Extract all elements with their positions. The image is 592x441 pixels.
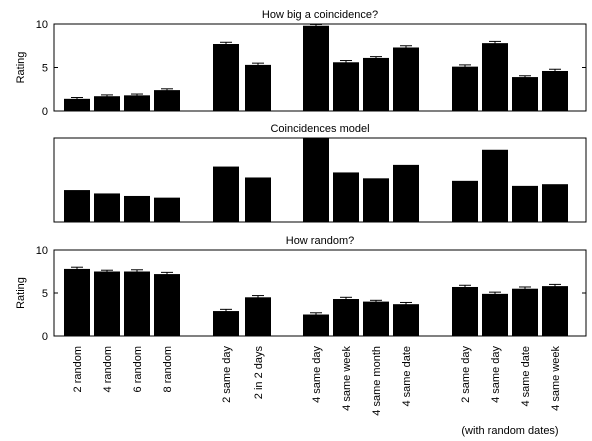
x-tick-label: 4 same day	[490, 346, 502, 403]
x-tick-label: 4 same date	[401, 346, 413, 407]
bar-how-big-a-coincidence-0-0	[64, 98, 90, 111]
bar-coincidences-model-1-1	[245, 177, 271, 222]
x-tick-label: 6 random	[132, 346, 144, 392]
bar-coincidences-model-3-1	[482, 149, 508, 222]
y-axis-label-how-random: Rating	[15, 277, 27, 309]
bar-how-big-a-coincidence-2-1	[333, 62, 359, 111]
bar-how-big-a-coincidence-1-0	[213, 44, 239, 112]
x-tick-label: 4 random	[102, 346, 114, 392]
bar-how-big-a-coincidence-0-2	[124, 95, 150, 111]
bar-how-big-a-coincidence-3-0	[452, 66, 478, 111]
bar-coincidences-model-3-0	[452, 180, 478, 222]
x-tick-label: 4 same month	[371, 346, 383, 416]
x-tick-label: 2 same day	[221, 346, 233, 403]
bar-how-random-3-1	[482, 293, 508, 336]
bar-how-big-a-coincidence-0-1	[94, 96, 120, 111]
bar-coincidences-model-2-1	[333, 172, 359, 222]
bar-coincidences-model-1-0	[213, 166, 239, 222]
bar-how-big-a-coincidence-3-1	[482, 43, 508, 111]
x-tick-label: 4 same day	[311, 346, 323, 403]
bar-how-big-a-coincidence-2-0	[303, 25, 329, 112]
x-tick-label: 4 same week	[550, 346, 562, 411]
bar-coincidences-model-0-1	[94, 193, 120, 222]
bar-how-random-3-2	[512, 288, 538, 336]
bar-coincidences-model-3-3	[542, 184, 568, 222]
y-tick-label-how-big-a-coincidence: 10	[36, 19, 48, 31]
bar-how-big-a-coincidence-1-1	[245, 64, 271, 111]
bar-how-random-0-3	[154, 274, 180, 336]
bar-coincidences-model-3-2	[512, 185, 538, 222]
panel-title-coincidences-model: Coincidences model	[270, 123, 369, 135]
bar-how-random-1-0	[213, 311, 239, 336]
x-tick-label: 2 random	[72, 346, 84, 392]
bar-how-random-2-0	[303, 314, 329, 336]
bar-coincidences-model-2-3	[393, 164, 419, 222]
x-tick-label: 4 same week	[341, 346, 353, 411]
bar-coincidences-model-0-2	[124, 195, 150, 222]
bar-how-random-3-0	[452, 286, 478, 336]
x-tick-label: 4 same date	[520, 346, 532, 407]
y-tick-label-how-random: 10	[36, 245, 48, 257]
x-tick-label: 2 in 2 days	[253, 346, 265, 400]
x-tick-label: 8 random	[162, 346, 174, 392]
bar-coincidences-model-2-0	[303, 138, 329, 222]
x-group-note: (with random dates)	[461, 425, 558, 437]
y-axis-label-how-big-a-coincidence: Rating	[15, 52, 27, 84]
bar-how-big-a-coincidence-2-2	[363, 57, 389, 111]
bar-how-random-0-0	[64, 268, 90, 336]
panel-title-how-big-a-coincidence: How big a coincidence?	[262, 9, 378, 21]
bar-how-random-2-2	[363, 301, 389, 336]
bar-how-random-2-1	[333, 299, 359, 336]
y-tick-label-how-random: 5	[42, 288, 48, 300]
y-tick-label-how-big-a-coincidence: 0	[42, 106, 48, 118]
bar-coincidences-model-2-2	[363, 178, 389, 222]
bar-how-big-a-coincidence-2-3	[393, 47, 419, 111]
bar-how-random-0-2	[124, 271, 150, 336]
bar-how-big-a-coincidence-0-3	[154, 90, 180, 111]
bar-coincidences-model-0-3	[154, 197, 180, 222]
bar-how-random-1-1	[245, 297, 271, 336]
bar-how-random-3-3	[542, 286, 568, 336]
y-tick-label-how-big-a-coincidence: 5	[42, 63, 48, 75]
x-tick-label: 2 same day	[460, 346, 472, 403]
bar-how-big-a-coincidence-3-3	[542, 70, 568, 111]
y-tick-label-how-random: 0	[42, 331, 48, 343]
bar-how-random-2-3	[393, 304, 419, 336]
bar-how-big-a-coincidence-3-2	[512, 77, 538, 111]
bar-coincidences-model-0-0	[64, 190, 90, 222]
bar-how-random-0-1	[94, 271, 120, 336]
panel-title-how-random: How random?	[286, 235, 354, 247]
